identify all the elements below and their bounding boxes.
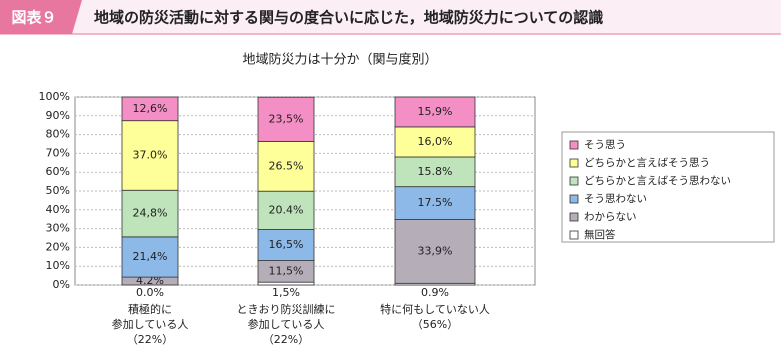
data-label: 24,8% [133,207,168,220]
bar-segment [121,189,179,238]
data-label: 16,5% [269,238,304,251]
legend-swatch [569,158,579,168]
legend-label: 無回答 [584,228,616,241]
x-tick-label: 参加している人 [112,317,189,331]
data-label: 26.5% [269,159,304,172]
legend-swatch [569,230,579,240]
data-label: 0.0% [136,286,164,299]
legend-label: そう思わない [584,193,647,205]
bar-segment [257,281,315,286]
bar-segment [121,96,179,122]
data-label: 1,5% [272,286,300,299]
y-tick-label: 80% [46,128,70,141]
x-tick-label: 参加している人 [248,317,325,331]
bar-segment [121,236,179,278]
legend-label: わからない [584,211,637,223]
data-label: 16,0% [418,135,453,148]
y-tick-label: 60% [46,165,70,178]
x-tick-label: （56%） [412,318,458,331]
y-tick-label: 50% [46,184,70,197]
x-tick-label: （22%） [263,333,309,346]
data-label: 21,4% [133,250,168,263]
data-label: 23,5% [269,112,304,125]
bar-segment [394,96,476,128]
data-label: 11,5% [269,264,304,277]
data-label: 15.8% [418,165,453,178]
legend-label: そう思う [584,139,626,151]
x-tick-label: 積極的に [128,302,172,316]
data-label: 17.5% [418,196,453,209]
y-tick-label: 40% [46,203,70,216]
x-tick-label: 特に何もしていない人 [380,302,490,316]
bar-segment [257,190,315,230]
data-label: 12,6% [133,102,168,115]
y-tick-label: 0% [53,278,70,291]
chart-title: 地域防災力は十分か（関与度別） [242,52,437,68]
data-label: 33,9% [418,244,453,257]
y-tick-label: 70% [46,146,70,159]
legend-box [561,131,775,243]
x-tick-label: （22%） [127,333,173,346]
legend-swatch [569,212,579,222]
y-tick-label: 10% [46,259,70,272]
header-label: 図表９ [11,9,56,27]
data-label: 37.0% [133,148,168,161]
legend-label: どちらかと言えばそう思う [584,156,710,169]
y-tick-label: 100% [39,90,70,103]
bar-segment [257,140,315,192]
x-tick-label: ときおり防災訓練に [237,302,336,316]
header-title: 地域の防災活動に対する関与の度合いに応じた，地域防災力についての認識 [94,9,603,27]
bar-segment [257,96,315,142]
legend-swatch [569,194,579,204]
legend-swatch [569,140,579,150]
bar-segment [121,120,179,191]
header-label-box [0,0,82,34]
bar-segment [394,219,476,284]
y-tick-label: 20% [46,240,70,253]
data-label: 15,9% [418,105,453,118]
data-label: 20.4% [269,203,304,216]
legend-label: どちらかと言えばそう思わない [584,174,731,187]
y-tick-label: 90% [46,109,70,122]
y-tick-label: 30% [46,222,70,235]
data-label: 0.9% [421,286,449,299]
legend-swatch [569,176,579,186]
header-band [0,0,781,34]
